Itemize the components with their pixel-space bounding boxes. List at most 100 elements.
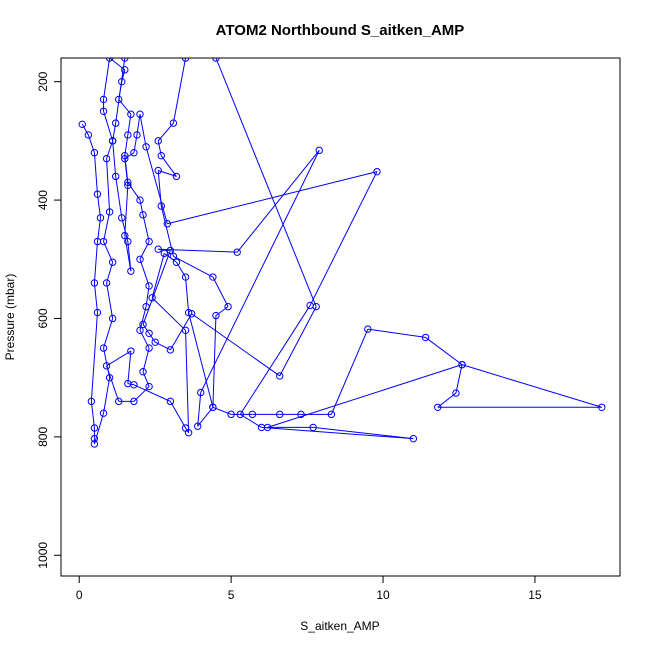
data-point [124,237,132,246]
series-line-segment [93,282,98,313]
data-point [99,237,108,246]
data-point [121,151,129,160]
data-point [169,252,178,261]
data-point [115,95,123,104]
series-line-segment [191,313,281,377]
data-point [78,120,86,129]
data-point [87,397,96,406]
series-line-segment [106,350,132,367]
series-line-segment [455,364,463,394]
data-point [373,167,381,176]
data-point [105,208,114,216]
series-line-segment [106,365,120,402]
series-line-segment [169,401,186,429]
data-point [181,273,190,281]
data-point [364,325,372,333]
data-point [209,403,217,411]
series-line-segment [169,313,193,351]
data-point [108,258,117,266]
series-line-segment [157,122,174,142]
series-line-segment [239,413,262,428]
data-point [145,329,153,337]
data-point [421,333,430,342]
series-line-segment [212,276,229,307]
data-point [121,231,129,240]
series-line-segment [148,332,156,343]
series-line-segment [142,371,150,387]
data-point [121,154,129,163]
series-line-segment [142,347,150,372]
data-point [136,196,144,204]
series-line-segment [142,324,150,334]
data-point [121,66,129,74]
series-line-segment [139,114,147,147]
data-point [233,248,241,256]
data-point [166,346,175,354]
data-point [108,137,117,145]
data-point [434,403,442,411]
data-point [130,149,138,157]
series-line-segment [139,259,150,287]
series-line-segment [112,140,117,177]
data-point [102,362,111,370]
data-point [163,220,172,228]
x-tick-label: 15 [528,588,542,602]
data-point [458,360,466,369]
series-line-segment [103,241,114,263]
data-point [99,344,108,352]
series-line-segment [127,241,132,272]
data-point [99,95,108,104]
data-point [115,397,123,406]
series-line-segment [93,413,105,445]
series-line-segment [151,253,165,298]
data-point [102,279,111,287]
data-point [257,423,266,432]
data-point [136,255,144,263]
data-point [194,422,202,430]
series-line-segment [103,58,111,100]
data-point [142,143,150,151]
series-line-segment [188,312,214,408]
data-point [93,308,102,317]
series-line-segment [103,377,111,414]
series-line-segment [172,58,187,124]
data-point [136,110,144,118]
series-line-segment [160,155,177,177]
series-line-segment [103,211,111,242]
data-point [90,424,99,432]
series-line-segment [197,406,214,427]
series-line-segment [90,401,95,429]
data-point [452,389,460,397]
data-point [111,172,120,181]
series-line-segment [261,426,414,440]
data-point [306,301,314,310]
series-line-segment [124,158,129,186]
series-line-segment [313,426,414,440]
data-point [209,273,217,281]
data-point [148,294,156,302]
data-point [90,279,99,287]
series-line-segment [121,69,126,82]
series-line-segment [142,250,171,325]
x-tick-label: 10 [376,588,390,602]
series-line-segment [124,185,129,236]
series-line-segment [236,150,320,253]
data-point [187,310,196,318]
series-line-segment [309,171,378,306]
data-point [139,211,147,219]
data-point [151,338,159,346]
data-point [111,119,120,127]
series-line-segment [106,282,114,319]
series-line-segment [139,306,147,331]
data-point [142,302,150,311]
series-line-segment [124,152,135,160]
data-point [181,326,190,335]
chart-title: ATOM2 Northbound S_aitken_AMP [216,22,465,39]
data-point [212,311,220,320]
series-line-segment [145,146,168,224]
series-line-segment [185,276,190,313]
series-line-segment [185,330,190,433]
plot-data-layer [78,58,606,448]
